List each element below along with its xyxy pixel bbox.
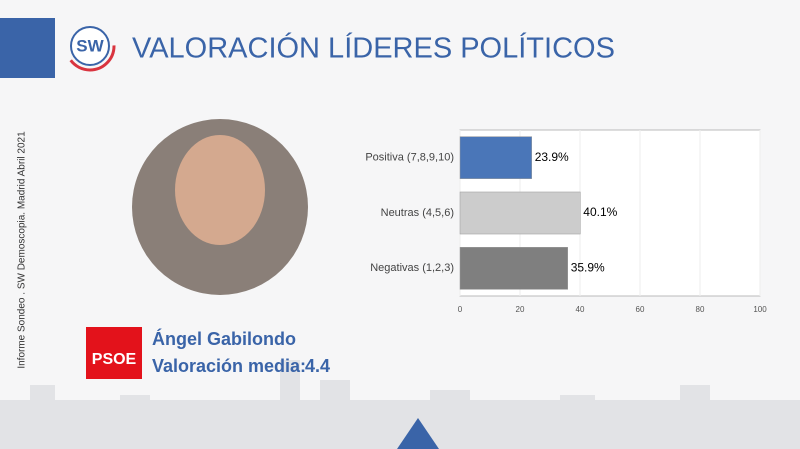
value-label: 35.9% <box>571 261 605 275</box>
party: PSOE <box>92 351 137 368</box>
score: 4.4 <box>305 356 330 376</box>
bar <box>459 191 581 235</box>
logo-ring <box>64 20 116 72</box>
x-tick-label: 100 <box>753 305 767 314</box>
title: VALORACIÓN LÍDERES POLÍTICOS <box>132 32 615 65</box>
logo-circle <box>70 26 110 66</box>
x-tick-label: 0 <box>458 305 463 314</box>
leader-name: Ángel Gabilondo <box>152 328 296 349</box>
accent-square <box>0 18 55 78</box>
value-label: 40.1% <box>583 205 617 219</box>
x-tick-label: 80 <box>696 305 705 314</box>
side-note: Informe Sondeo . SW Demoscopia. Madrid A… <box>17 131 28 369</box>
accent-triangle <box>397 418 439 449</box>
skyline <box>0 360 800 449</box>
x-tick-label: 40 <box>576 305 585 314</box>
logo: SW <box>76 36 104 55</box>
score-label: Valoración media: <box>152 356 306 376</box>
party-logo <box>86 327 142 379</box>
bar <box>459 247 568 290</box>
value-label: 23.9% <box>535 150 569 164</box>
y-tick-label: Neutras (4,5,6) <box>381 207 454 219</box>
x-tick-label: 60 <box>636 305 645 314</box>
y-tick-label: Positiva (7,8,9,10) <box>365 152 454 164</box>
x-tick-label: 20 <box>516 305 525 314</box>
photo-face <box>175 135 265 245</box>
bar <box>459 136 532 179</box>
y-tick-label: Negativas (1,2,3) <box>370 262 454 274</box>
